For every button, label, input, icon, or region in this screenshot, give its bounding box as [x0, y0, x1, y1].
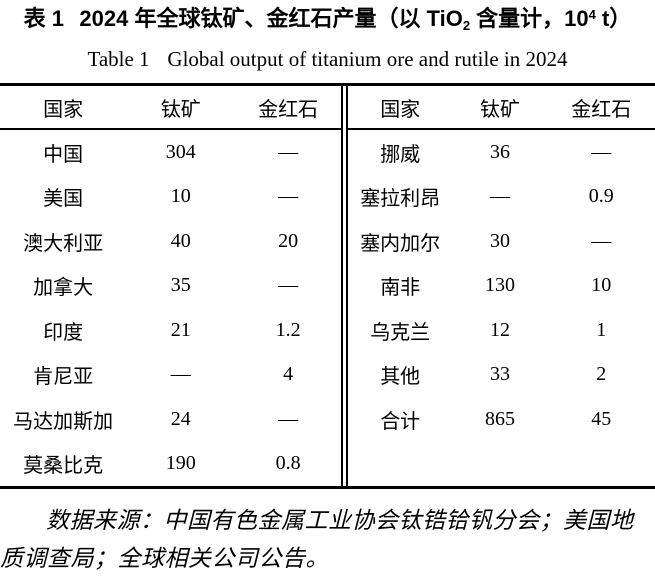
rutile-cell: 2 [596, 363, 607, 386]
right-table-body: 挪威 36 — 塞拉利昂 — 0.9 塞内加尔 30 — 南非 130 10 乌克兰 12 1 其他 33 2 合计… [348, 129, 655, 442]
country-cell: 塞内加尔 [360, 232, 441, 255]
titanium-ore-cell: 865 [484, 407, 515, 430]
titanium-ore-cell: 36 [489, 140, 510, 163]
table-row: 乌克兰 12 1 [348, 308, 655, 353]
left-table-body: 中国 304 — 美国 10 — 澳大利亚 40 20 加拿大 35 — 印度 21 1.2 肯尼亚 — 4 马达加… [0, 129, 341, 486]
titanium-ore-cell: 12 [489, 318, 510, 341]
rutile-cell: — [278, 407, 299, 430]
table-row: 澳大利亚 40 20 [0, 219, 341, 264]
table-row: 美国 10 — [0, 175, 341, 220]
rutile-cell: 1.2 [275, 318, 301, 341]
title-zh-prefix: 2024 年全球钛矿、金红石产量（以 TiO [79, 6, 463, 31]
table-right-half: 国家 钛矿 金红石 挪威 36 — 塞拉利昂 — 0.9 塞内加尔 30 — 南非 130 10 乌克兰… [348, 86, 655, 442]
country-cell: 澳大利亚 [23, 232, 104, 255]
rutile-cell: 45 [591, 407, 612, 430]
titanium-ore-cell: 33 [489, 363, 510, 386]
footnote-line: 质调查局；全球相关公司公告。 [0, 546, 329, 571]
rutile-cell: — [591, 229, 612, 252]
rutile-cell: 10 [591, 274, 612, 297]
column-header-titanium-ore: 钛矿 [126, 86, 236, 130]
titanium-ore-cell: — [170, 363, 191, 386]
rutile-cell: — [278, 140, 299, 163]
table-row: 印度 21 1.2 [0, 308, 341, 353]
titanium-ore-cell: 130 [484, 274, 515, 297]
column-header-rutile: 金红石 [547, 86, 655, 130]
table-row: 马达加斯加 24 — [0, 397, 341, 442]
table-row: 塞内加尔 30 — [348, 219, 655, 264]
tio2-subscript: 2 [462, 18, 471, 33]
country-cell: 印度 [43, 321, 84, 344]
rutile-cell: 4 [283, 363, 294, 386]
column-header-country: 国家 [348, 86, 453, 130]
table-row: 合计 865 45 [348, 397, 655, 442]
country-cell: 莫桑比克 [23, 455, 104, 478]
column-header-rutile: 金红石 [235, 86, 341, 130]
table-number-zh: 表 1 [23, 6, 64, 31]
table-row: 挪威 36 — [348, 129, 655, 175]
table-caption-en: Table 1 Global output of titanium ore and… [0, 45, 655, 73]
title-zh-middle: 含量计，10 [470, 6, 589, 31]
table-row: 中国 304 — [0, 129, 341, 175]
country-cell: 中国 [43, 143, 84, 166]
titanium-ore-cell: 35 [170, 274, 191, 297]
title-zh-suffix: t） [595, 6, 632, 31]
country-cell: 挪威 [380, 143, 421, 166]
table-row: 加拿大 35 — [0, 264, 341, 309]
table-title-zh: 2024 年全球钛矿、金红石产量（以 TiO2 含量计，104 t） [79, 6, 632, 33]
rutile-cell: 20 [278, 229, 299, 252]
rutile-cell: — [591, 140, 612, 163]
rutile-cell: 0.8 [275, 452, 301, 475]
table-middle-divider [341, 86, 348, 486]
table-row: 塞拉利昂 — 0.9 [348, 175, 655, 220]
country-cell: 合计 [380, 410, 421, 433]
table-row: 南非 130 10 [348, 264, 655, 309]
country-cell: 南非 [380, 277, 421, 300]
header-row: 国家 钛矿 金红石 [0, 86, 341, 130]
table-caption-zh: 表 1 2024 年全球钛矿、金红石产量（以 TiO2 含量计，104 t） [0, 0, 655, 36]
table-row: 其他 33 2 [348, 353, 655, 398]
titanium-ore-cell: 30 [489, 229, 510, 252]
rutile-cell: 1 [596, 318, 607, 341]
table-row: 肯尼亚 — 4 [0, 353, 341, 398]
titanium-ore-cell: 304 [165, 140, 196, 163]
table-row: 莫桑比克 190 0.8 [0, 442, 341, 487]
country-cell: 乌克兰 [370, 321, 431, 344]
titanium-ore-cell: 40 [170, 229, 191, 252]
country-cell: 肯尼亚 [33, 366, 94, 389]
titanium-ore-cell: 10 [170, 185, 191, 208]
header-row: 国家 钛矿 金红石 [348, 86, 655, 130]
titanium-ore-cell: 24 [170, 407, 191, 430]
titanium-ore-cell: 190 [165, 452, 196, 475]
table-left-half: 国家 钛矿 金红石 中国 304 — 美国 10 — 澳大利亚 40 20 加拿大 35 — 印度 21 1… [0, 86, 341, 486]
column-header-titanium-ore: 钛矿 [452, 86, 548, 130]
table-title-en: Global output of titanium ore and rutile… [167, 47, 568, 71]
country-cell: 加拿大 [33, 277, 94, 300]
titanium-ore-cell: 21 [170, 318, 191, 341]
data-source-note: 数据来源：中国有色金属工业协会钛锆铪钒分会；美国地 质调查局；全球相关公司公告。 [0, 502, 655, 578]
rutile-cell: 0.9 [588, 185, 614, 208]
table-number-en: Table 1 [87, 47, 150, 71]
footnote-line: 数据来源：中国有色金属工业协会钛锆铪钒分会；美国地 [46, 508, 634, 533]
rutile-cell: — [278, 274, 299, 297]
country-cell: 美国 [43, 188, 84, 211]
country-cell: 其他 [380, 366, 421, 389]
column-header-country: 国家 [0, 86, 127, 130]
rutile-cell: — [278, 185, 299, 208]
titanium-ore-cell: — [489, 185, 510, 208]
production-table: 国家 钛矿 金红石 中国 304— 美国 10— 澳大利亚 40 20 加拿大 35— 印度 21 1… [0, 83, 655, 489]
country-cell: 马达加斯加 [13, 410, 114, 433]
exponent-superscript: 4 [588, 7, 596, 22]
country-cell: 塞拉利昂 [360, 188, 441, 211]
